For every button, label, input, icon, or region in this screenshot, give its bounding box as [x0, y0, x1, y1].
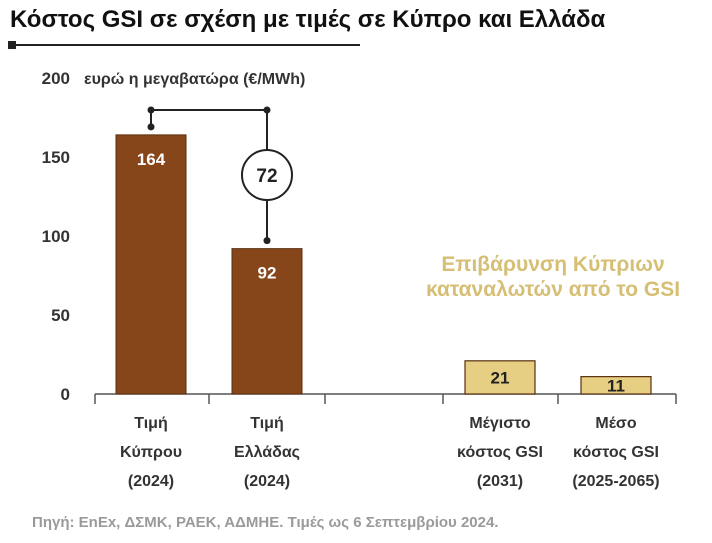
annotation-line-1: Επιβάρυνση Κύπριων [441, 253, 664, 276]
bracket-dot [263, 237, 271, 245]
category-label: (2031) [477, 473, 523, 490]
category-label: κόστος GSI [573, 444, 659, 461]
bar-value-label: 92 [258, 264, 277, 283]
category-label: κόστος GSI [457, 444, 543, 461]
y-axis-unit-label: ευρώ η μεγαβατώρα (€/MWh) [84, 71, 305, 88]
bar [580, 376, 652, 395]
category-label: Τιμή [134, 415, 168, 432]
category-label: Μέγιστο [469, 415, 531, 432]
y-axis-ticks: 0 50 100 150 200 [42, 69, 70, 404]
y-tick-label: 150 [42, 148, 70, 167]
y-tick-label: 200 [42, 69, 70, 88]
bar [115, 134, 187, 395]
bar-value-label: 11 [607, 376, 625, 395]
bar [464, 360, 536, 395]
source-note: Πηγή: EnEx, ΔΣΜΚ, ΡΑΕΚ, ΑΔΜΗΕ. Τιμές ως … [32, 514, 499, 531]
category-label: (2024) [128, 473, 174, 490]
difference-circle [241, 149, 293, 201]
bracket-dot [263, 106, 271, 114]
bracket-dot [147, 123, 155, 131]
category-label: Μέσο [595, 415, 636, 432]
category-label: Κύπρου [120, 444, 182, 461]
category-label: (2025-2065) [572, 473, 659, 490]
bar [231, 248, 303, 395]
y-tick-label: 50 [51, 306, 70, 325]
y-tick-label: 0 [61, 385, 70, 404]
annotation-line-2: καταναλωτών από το GSI [426, 278, 680, 301]
bar-value-label: 21 [491, 368, 510, 387]
difference-value-label: 72 [256, 166, 277, 187]
category-label: Τιμή [250, 415, 284, 432]
bar-value-label: 164 [137, 150, 166, 169]
title-rule [10, 44, 360, 46]
difference-bracket: 72 [147, 106, 293, 245]
y-tick-label: 100 [42, 227, 70, 246]
bracket-dot [147, 106, 155, 114]
category-label: Ελλάδας [234, 444, 300, 461]
x-axis-separators [94, 394, 677, 404]
chart-title: Κόστος GSI σε σχέση με τιμές σε Κύπρο κα… [10, 6, 606, 33]
category-labels: Τιμή Κύπρου (2024) Τιμή Ελλάδας (2024) Μέγιστο… [120, 415, 660, 490]
bars: 164 92 21 11 [115, 134, 652, 395]
category-label: (2024) [244, 473, 290, 490]
